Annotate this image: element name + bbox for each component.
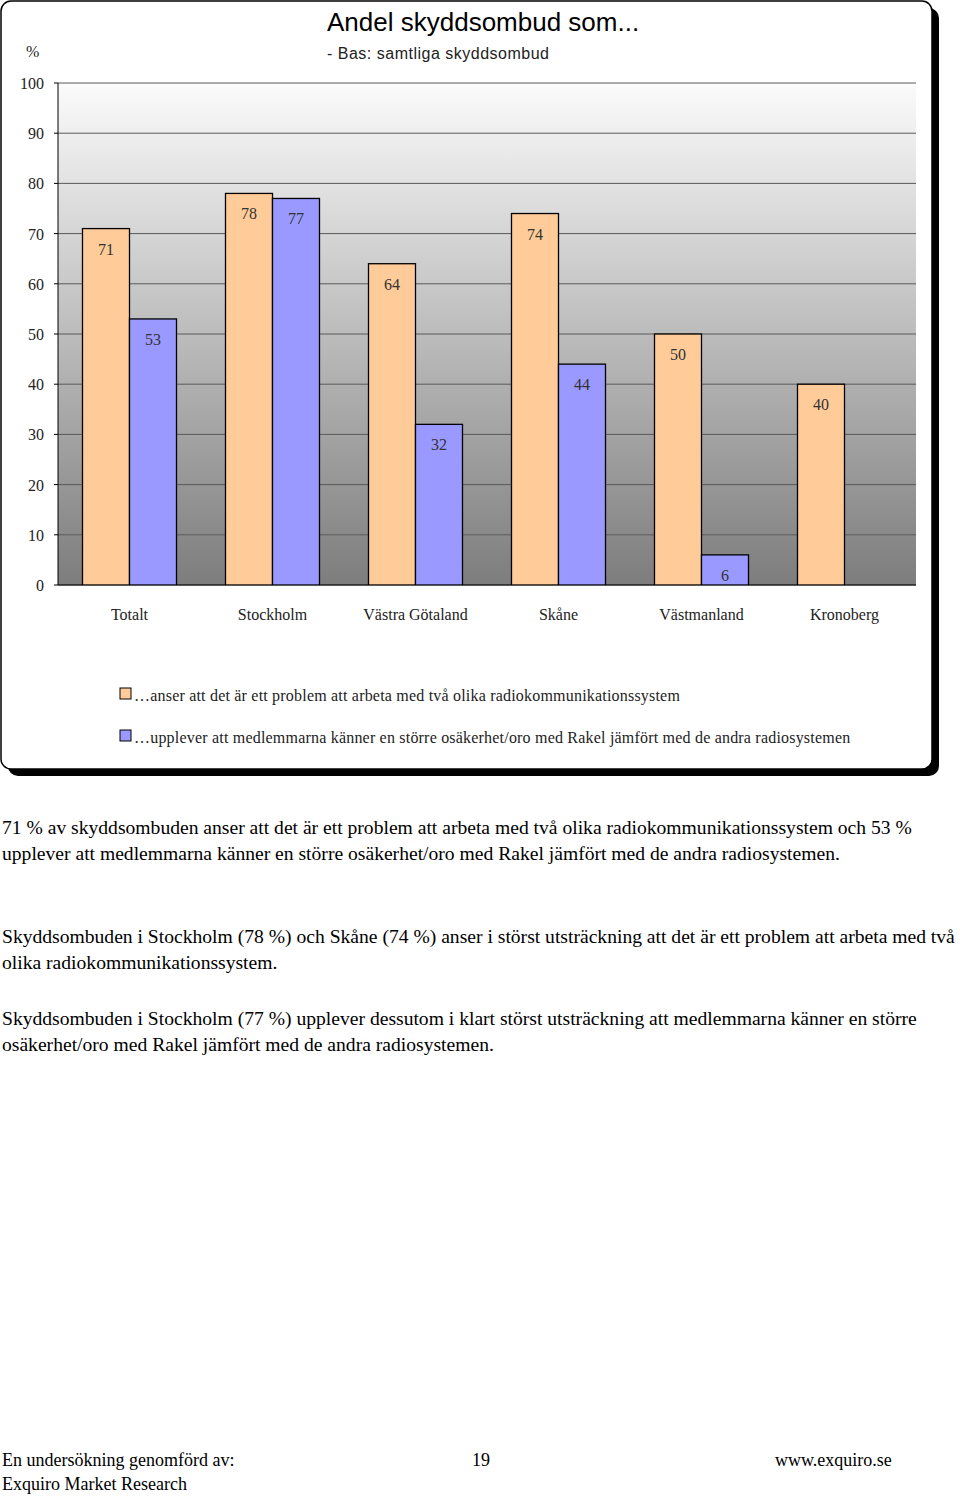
tick-label: 20 [28, 477, 44, 494]
paragraph: 71 % av skyddsombuden anser att det är e… [2, 815, 960, 867]
tick-mark [54, 534, 58, 535]
tick-mark [54, 585, 58, 586]
data-label: 64 [384, 276, 400, 293]
data-label: 78 [241, 205, 257, 222]
category-label: Stockholm [238, 606, 308, 623]
category-label: Skåne [539, 606, 578, 623]
title: Andel skyddsombud som... [327, 7, 639, 37]
tick-mark [54, 183, 58, 184]
grid-line [58, 434, 916, 435]
x-axis [58, 585, 916, 586]
footer-company: Exquiro Market Research [2, 1473, 187, 1495]
legend-swatch [120, 688, 131, 699]
grid-line [58, 484, 916, 485]
tick-label: 90 [28, 125, 44, 142]
legend-label: …upplever att medlemmarna känner en stör… [134, 726, 874, 750]
y-axis [58, 83, 59, 585]
bar [273, 198, 320, 585]
grid-line [58, 534, 916, 535]
tick-mark [54, 283, 58, 284]
data-label: 50 [670, 346, 686, 363]
category-label: Västra Götaland [363, 606, 467, 623]
footer-left: En undersökning genomförd av: [2, 1449, 234, 1471]
tick-label: 100 [20, 75, 44, 92]
bar [130, 319, 177, 585]
grid-line [58, 133, 916, 134]
data-label: 53 [145, 331, 161, 348]
grid-line [58, 283, 916, 284]
tick-label: 60 [28, 276, 44, 293]
tick-mark [54, 484, 58, 485]
category-label: Totalt [111, 606, 149, 623]
tick-mark [54, 334, 58, 335]
data-label: 40 [813, 396, 829, 413]
data-label: 71 [98, 241, 114, 258]
bar [369, 264, 416, 585]
grid-line [58, 83, 916, 84]
axis-label: % [26, 43, 39, 60]
plot-area [58, 83, 916, 585]
grid-line [58, 585, 916, 586]
page-number: 19 [472, 1449, 490, 1471]
tick-mark [54, 384, 58, 385]
legend-swatch [120, 730, 131, 741]
tick-mark [54, 133, 58, 134]
data-label: 6 [721, 567, 729, 584]
tick-label: 70 [28, 226, 44, 243]
category-label: Västmanland [659, 606, 743, 623]
data-label: 44 [574, 376, 590, 393]
bar [416, 424, 463, 585]
paragraph: Skyddsombuden i Stockholm (77 %) uppleve… [2, 1006, 960, 1058]
tick-mark [54, 233, 58, 234]
bar [655, 334, 702, 585]
frame [1, 1, 932, 769]
tick-label: 40 [28, 376, 44, 393]
bar [226, 193, 273, 585]
paragraph: Skyddsombuden i Stockholm (78 %) och Skå… [2, 924, 960, 976]
bar [559, 364, 606, 585]
chart: 0 10 20 30 40 50 60 70 80 90 100 Andel skyddsombud … [0, 0, 960, 780]
bar [83, 229, 130, 585]
bar [798, 384, 845, 585]
footer-url: www.exquiro.se [775, 1449, 892, 1471]
grid-line [58, 334, 916, 335]
bar [512, 214, 559, 585]
tick-label: 80 [28, 175, 44, 192]
category-label: Kronoberg [810, 606, 879, 624]
grid-line [58, 384, 916, 385]
grid-line [58, 183, 916, 184]
tick-mark [54, 434, 58, 435]
tick-mark [54, 83, 58, 84]
data-label: 74 [527, 226, 543, 243]
data-label: 77 [288, 210, 304, 227]
tick-label: 0 [36, 577, 44, 594]
grid-line [58, 233, 916, 234]
subtitle: - Bas: samtliga skyddsombud [327, 45, 549, 62]
bar [702, 555, 749, 585]
tick-label: 30 [28, 426, 44, 443]
bars [83, 193, 845, 585]
data-labels: 71 53 78 77 64 32 74 44 50 6 40 [98, 205, 829, 583]
tick-label: 10 [28, 527, 44, 544]
legend-label: …anser att det är ett problem att arbeta… [134, 684, 874, 708]
data-label: 32 [431, 436, 447, 453]
tick-label: 50 [28, 326, 44, 343]
